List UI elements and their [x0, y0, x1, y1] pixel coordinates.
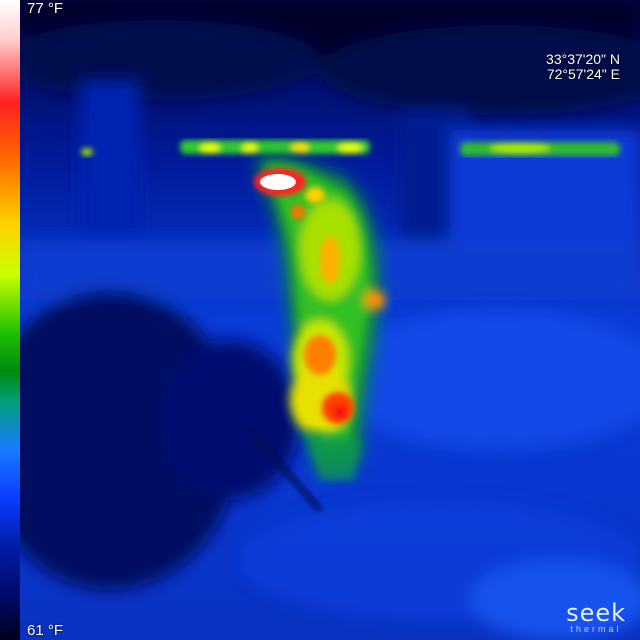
warm-light-strip [81, 140, 620, 156]
stick [248, 428, 322, 512]
ground [240, 310, 640, 640]
longitude-label: 72°57'24" E [546, 66, 620, 82]
logo-sub-text: thermal [570, 624, 622, 634]
logo-main-text: seek [566, 599, 626, 627]
dark-top-area [20, 0, 640, 115]
max-temperature-label: 77 °F [27, 0, 64, 17]
thermal-scene-svg [20, 0, 640, 640]
person-heat-signature [254, 157, 385, 480]
latitude-label: 33°37'20" N [546, 51, 620, 67]
min-temperature-label: 61 °F [27, 622, 64, 639]
gps-coordinates: 33°37'20" N 72°57'24" E [546, 52, 620, 82]
hot-spot [260, 174, 296, 190]
temperature-scale-bar [0, 0, 20, 640]
thermal-image [20, 0, 640, 640]
seek-thermal-logo: seek thermal [566, 599, 626, 634]
